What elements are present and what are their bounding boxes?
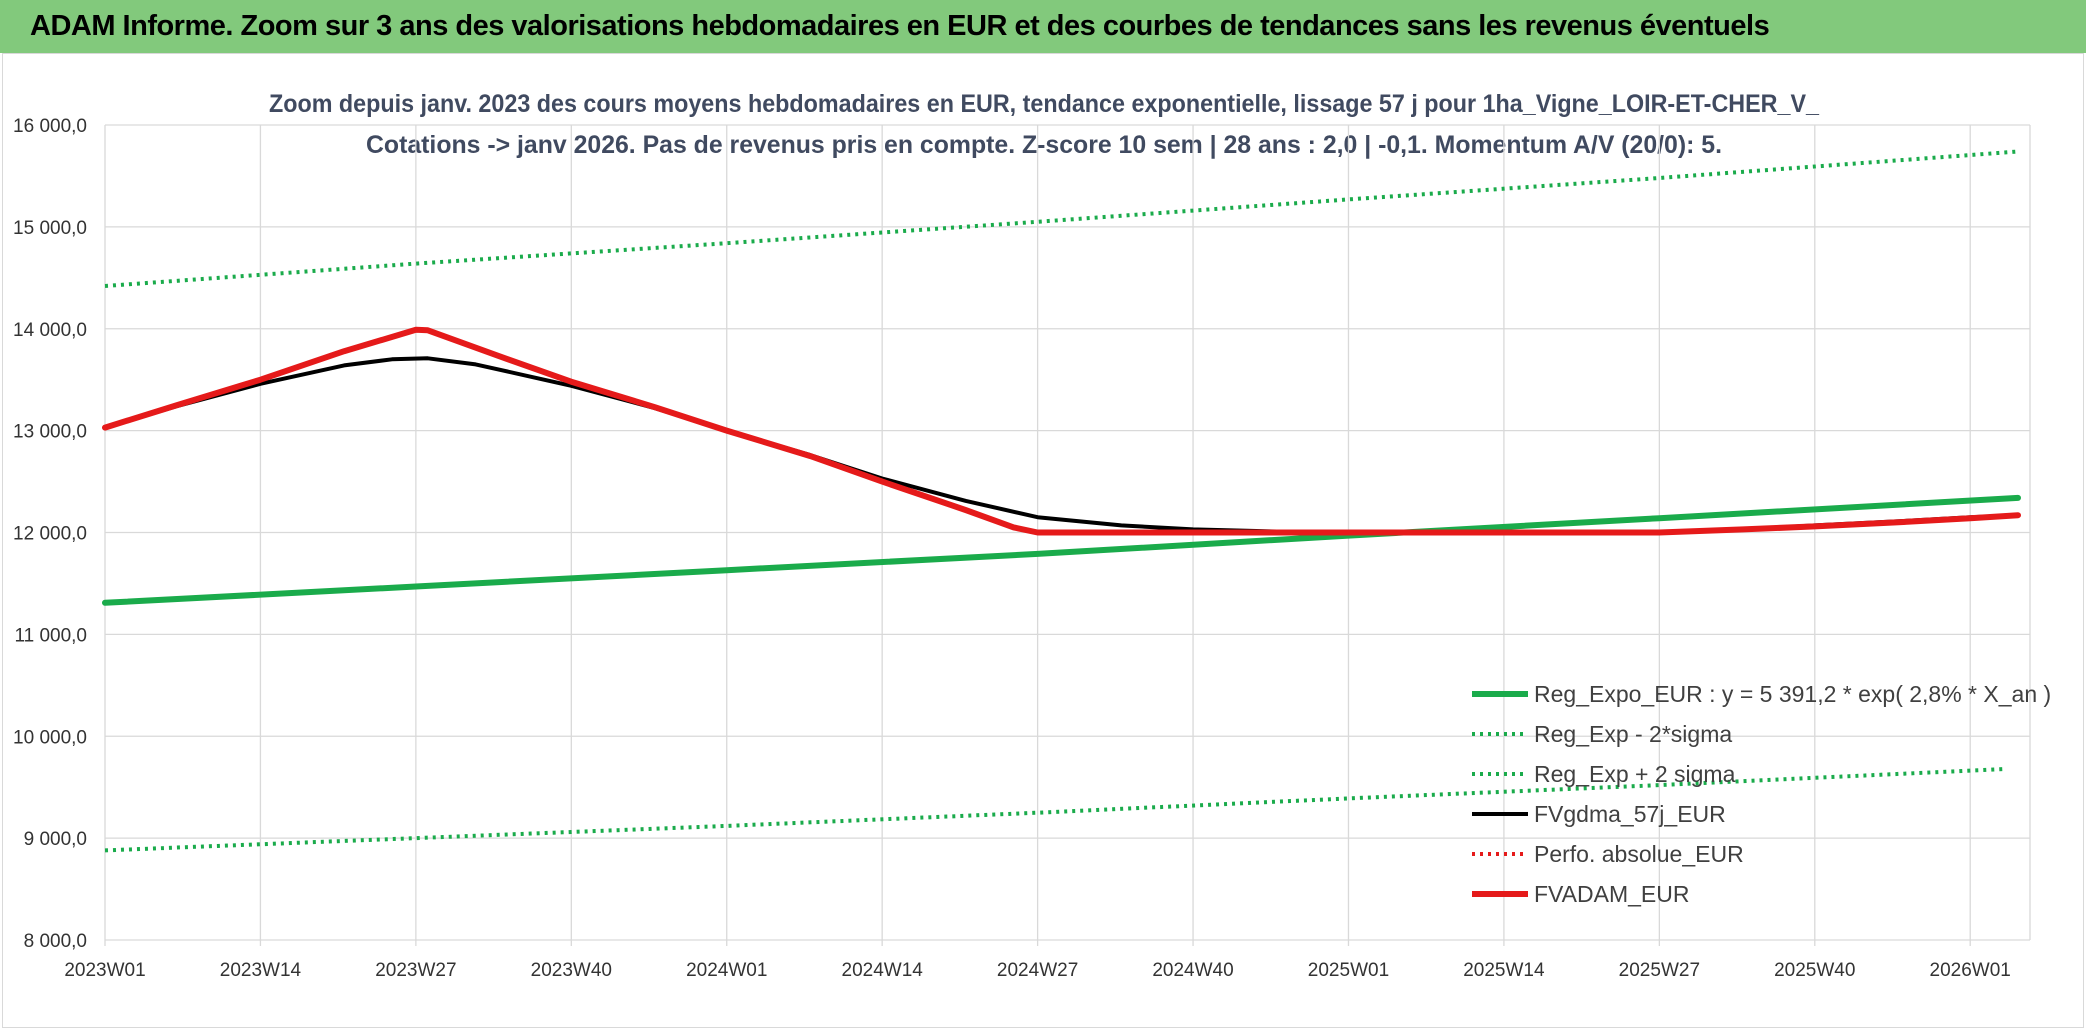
series-line-0 xyxy=(102,494,2021,606)
x-tick-label: 2024W27 xyxy=(997,960,1078,981)
x-tick-label: 2025W14 xyxy=(1463,960,1545,981)
legend-label-5: FVADAM_EUR xyxy=(1534,881,1690,907)
legend-label-2: Reg_Exp + 2 sigma xyxy=(1534,761,1736,787)
series-line-2 xyxy=(104,149,2019,288)
report-title: ADAM Informe. Zoom sur 3 ans des valoris… xyxy=(30,10,1770,42)
axes: 8 000,0 9 000,0 10 000,0 11 000,0 12 000,0 13… xyxy=(13,116,2011,981)
x-tick-label: 2023W01 xyxy=(64,960,145,981)
series-line-3 xyxy=(103,356,2020,535)
chart-title-line-1: Zoom depuis janv. 2023 des cours moyens … xyxy=(269,90,1820,118)
y-tick-label: 14 000,0 xyxy=(13,320,87,341)
x-tick-label: 2023W40 xyxy=(531,960,612,981)
legend-label-1: Reg_Exp - 2*sigma xyxy=(1534,721,1732,747)
x-tick-label: 2025W27 xyxy=(1619,960,1700,981)
chart-frame xyxy=(2,53,2084,1028)
y-tick-label: 13 000,0 xyxy=(13,422,87,443)
y-tick-label: 10 000,0 xyxy=(13,727,87,748)
legend-label-0: Reg_Expo_EUR : y = 5 391,2 * exp( 2,8% *… xyxy=(1534,681,2051,707)
x-tick-label: 2026W01 xyxy=(1930,960,2011,981)
x-tick-label: 2023W27 xyxy=(375,960,456,981)
x-tick-label: 2025W01 xyxy=(1308,960,1389,981)
series xyxy=(102,149,2021,853)
legend: Reg_Expo_EUR : y = 5 391,2 * exp( 2,8% *… xyxy=(1472,681,2051,907)
series-line-5 xyxy=(102,326,2021,536)
x-tick-label: 2023W14 xyxy=(220,960,302,981)
y-tick-label: 8 000,0 xyxy=(24,931,87,952)
legend-label-3: FVgdma_57j_EUR xyxy=(1534,801,1726,827)
y-tick-label: 12 000,0 xyxy=(13,524,87,545)
legend-label-4: Perfo. absolue_EUR xyxy=(1534,841,1744,867)
x-tick-label: 2024W40 xyxy=(1152,960,1233,981)
x-tick-label: 2024W14 xyxy=(842,960,924,981)
chart-title-line-2: Cotations -> janv 2026. Pas de revenus p… xyxy=(366,131,1722,159)
y-tick-label: 11 000,0 xyxy=(14,625,87,646)
x-tick-label: 2024W01 xyxy=(686,960,767,981)
y-tick-label: 16 000,0 xyxy=(13,116,87,137)
y-tick-label: 9 000,0 xyxy=(24,829,87,850)
x-tick-label: 2025W40 xyxy=(1774,960,1855,981)
y-tick-label: 15 000,0 xyxy=(13,218,87,239)
report-banner: ADAM Informe. Zoom sur 3 ans des valoris… xyxy=(0,0,2086,53)
